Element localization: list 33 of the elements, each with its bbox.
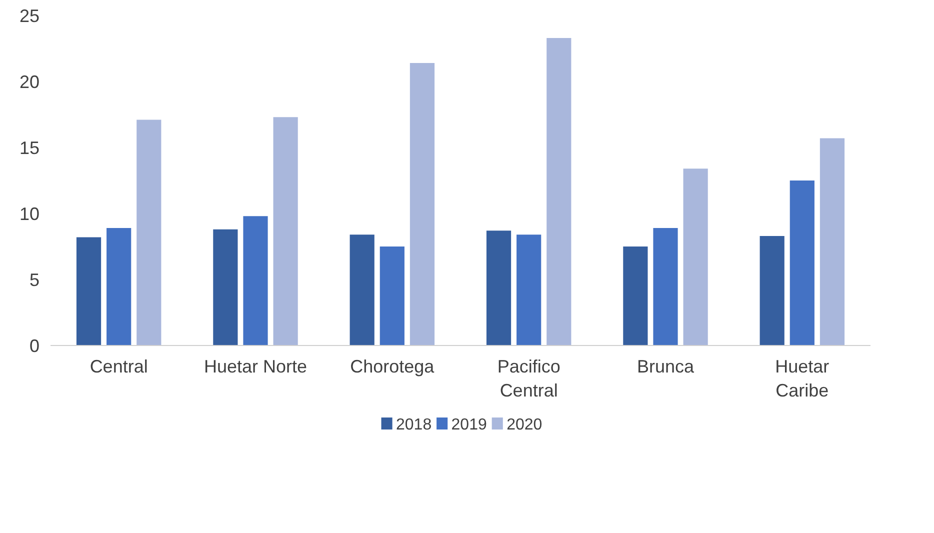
bar — [760, 236, 784, 346]
y-tick-label: 25 — [19, 6, 40, 26]
y-tick-label: 20 — [19, 72, 40, 92]
bar — [410, 63, 435, 346]
legend-label: 2019 — [451, 416, 487, 434]
x-tick-label: Pacifico Central — [497, 356, 560, 400]
bar — [790, 180, 814, 346]
bar — [623, 246, 648, 346]
legend-label: 2020 — [506, 416, 542, 434]
bar — [653, 228, 678, 346]
bar — [486, 230, 512, 346]
bar — [273, 117, 298, 346]
y-tick-label: 10 — [19, 204, 40, 224]
y-tick-label: 5 — [29, 270, 40, 290]
x-tick-label: Brunca — [636, 356, 696, 376]
x-tick-label: Central — [90, 356, 148, 376]
bar — [213, 229, 238, 346]
y-tick-label: 0 — [29, 336, 40, 356]
x-tick-label: Huetar Caribe — [775, 356, 830, 400]
bar — [380, 246, 404, 346]
bar — [683, 168, 708, 346]
bar — [516, 234, 542, 346]
bar — [243, 216, 268, 346]
bar — [76, 237, 102, 346]
bar — [820, 138, 845, 346]
y-tick-label: 15 — [19, 138, 40, 158]
bar — [546, 38, 572, 346]
bar — [350, 234, 374, 346]
bar — [106, 228, 132, 346]
legend-label: 2018 — [396, 416, 432, 434]
x-tick-label: Huetar Norte — [204, 356, 308, 376]
bar — [136, 120, 162, 346]
x-tick-label: Chorotega — [350, 356, 436, 376]
